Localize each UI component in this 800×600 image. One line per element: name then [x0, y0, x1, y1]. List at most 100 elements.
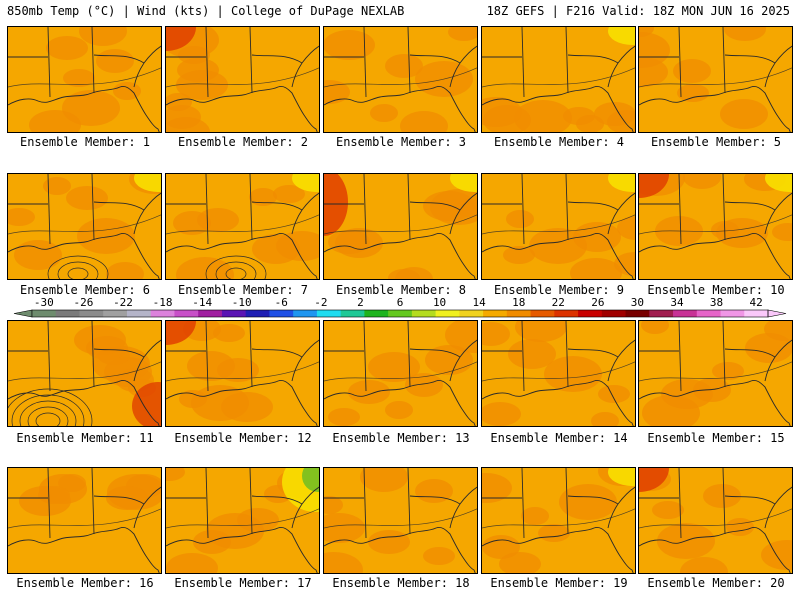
colorbar-swatch [174, 310, 199, 317]
colorbar-swatch [388, 310, 413, 317]
temperature-field [639, 27, 792, 132]
colorbar-swatch [316, 310, 342, 317]
colorbar-tick-label: -26 [74, 296, 94, 309]
ensemble-member-label: Ensemble Member: 6 [19, 283, 151, 297]
temperature-field [166, 321, 319, 426]
ensemble-member-label: Ensemble Member: 16 [16, 576, 154, 590]
colorbar-swatch [625, 310, 650, 317]
colorbar-tick-label: 14 [473, 296, 487, 309]
ensemble-member-label: Ensemble Member: 12 [174, 431, 312, 445]
colorbar-swatch [103, 310, 128, 317]
ensemble-member-label: Ensemble Member: 19 [490, 576, 628, 590]
colorbar-swatch [293, 310, 318, 317]
colorbar-swatch [601, 310, 627, 317]
temperature-field [482, 468, 635, 573]
colorbar-high-arrow [767, 309, 787, 318]
colorbar-tick-label: -18 [153, 296, 173, 309]
colorbar-swatch [696, 310, 722, 317]
temperature-field [8, 174, 161, 279]
ensemble-member-label: Ensemble Member: 9 [493, 283, 625, 297]
temperature-colorbar: -30 -26 -22 -18 -14 -10 -6 -2 2 6 10 14 18 22 26 30 34 38… [13, 296, 787, 318]
colorbar-swatch [744, 310, 769, 317]
ensemble-member-map [165, 320, 320, 427]
colorbar-swatch [340, 310, 365, 317]
colorbar-tick-label: -30 [34, 296, 54, 309]
colorbar-tick-label: -22 [113, 296, 133, 309]
colorbar-swatch [554, 310, 579, 317]
temperature-field [639, 321, 792, 426]
colorbar-swatch [126, 310, 152, 317]
ensemble-member-label: Ensemble Member: 4 [493, 135, 625, 149]
colorbar-swatch [55, 310, 80, 317]
colorbar-swatch [483, 310, 508, 317]
ensemble-member-label: Ensemble Member: 3 [335, 135, 467, 149]
ensemble-member-label: Ensemble Member: 14 [490, 431, 628, 445]
colorbar-tick-label: -14 [192, 296, 212, 309]
ensemble-member-map [165, 173, 320, 280]
colorbar-low-arrow [13, 309, 33, 318]
ensemble-member-map [323, 467, 478, 574]
ensemble-member-label: Ensemble Member: 20 [647, 576, 785, 590]
ensemble-member-map [638, 320, 793, 427]
ensemble-member-label: Ensemble Member: 13 [332, 431, 470, 445]
ensemble-member-map [638, 26, 793, 133]
colorbar-tick-label: 34 [670, 296, 684, 309]
colorbar-swatch [221, 310, 247, 317]
colorbar-swatch [411, 310, 437, 317]
temperature-field [166, 27, 319, 132]
ensemble-member-map [481, 26, 636, 133]
colorbar-swatch [578, 310, 603, 317]
run-valid-time: 18Z GEFS | F216 Valid: 18Z MON JUN 16 20… [486, 4, 790, 18]
temperature-field [324, 321, 477, 426]
colorbar-swatch [649, 310, 674, 317]
colorbar-tick-label: -10 [232, 296, 252, 309]
colorbar-tick-label: 18 [512, 296, 525, 309]
colorbar-tick-label: 26 [591, 296, 604, 309]
ensemble-member-label: Ensemble Member: 7 [177, 283, 309, 297]
temperature-field [324, 468, 477, 573]
ensemble-member-map [7, 467, 162, 574]
ensemble-member-label: Ensemble Member: 8 [335, 283, 467, 297]
colorbar-tick-label: 10 [433, 296, 446, 309]
colorbar-swatch [530, 310, 555, 317]
ensemble-member-label: Ensemble Member: 18 [332, 576, 470, 590]
ensemble-member-map [323, 173, 478, 280]
ensemble-member-map [165, 467, 320, 574]
temperature-field [324, 27, 477, 132]
colorbar-swatch [32, 310, 57, 317]
ensemble-member-map [323, 26, 478, 133]
temperature-field [639, 174, 792, 279]
ensemble-member-map [7, 173, 162, 280]
map-title: 850mb Temp (°C) | Wind (kts) | College o… [7, 4, 405, 18]
colorbar-swatch [673, 310, 698, 317]
ensemble-member-map [323, 320, 478, 427]
ensemble-member-label: Ensemble Member: 17 [174, 576, 312, 590]
colorbar-tick-label: 30 [631, 296, 644, 309]
colorbar-swatch [459, 310, 484, 317]
temperature-field [166, 468, 319, 573]
temperature-field [8, 27, 161, 132]
colorbar-tick-label: 22 [552, 296, 565, 309]
ensemble-member-map [7, 26, 162, 133]
ensemble-member-map [481, 467, 636, 574]
ensemble-member-label: Ensemble Member: 15 [647, 431, 785, 445]
temperature-field [8, 321, 161, 426]
colorbar-swatch [435, 310, 460, 317]
colorbar-swatch [506, 310, 532, 317]
temperature-field [482, 27, 635, 132]
temperature-field [166, 174, 319, 279]
ensemble-member-label: Ensemble Member: 1 [19, 135, 151, 149]
ensemble-member-map [7, 320, 162, 427]
colorbar-tick-label: -6 [275, 296, 288, 309]
colorbar-swatch [150, 310, 175, 317]
ensemble-member-map [638, 173, 793, 280]
ensemble-member-label: Ensemble Member: 5 [650, 135, 782, 149]
temperature-field [639, 468, 792, 573]
temperature-field [482, 321, 635, 426]
colorbar-swatch [79, 310, 104, 317]
ensemble-member-label: Ensemble Member: 2 [177, 135, 309, 149]
ensemble-member-map [165, 26, 320, 133]
colorbar-swatch [720, 310, 745, 317]
temperature-field [482, 174, 635, 279]
ensemble-member-label: Ensemble Member: 10 [647, 283, 785, 297]
